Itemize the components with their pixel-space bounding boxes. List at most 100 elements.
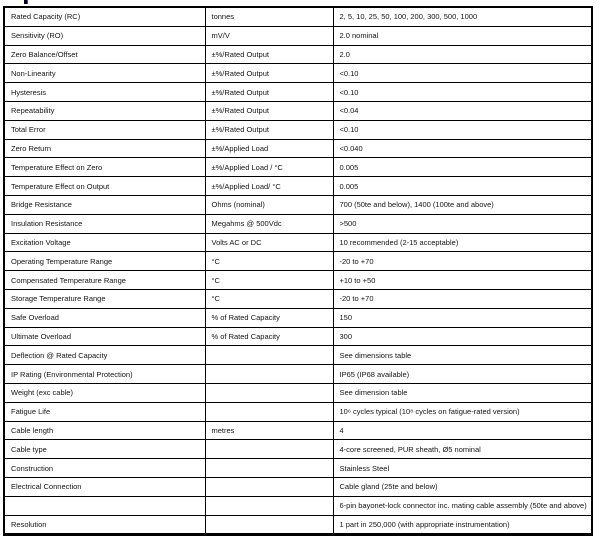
table-row: Total Error ±%/Rated Output <0.10	[3, 119, 593, 140]
value-cell: -20 to +70	[332, 288, 593, 309]
unit-cell	[204, 476, 334, 497]
unit-cell: metres	[204, 420, 334, 441]
table-row: Ultimate Overload % of Rated Capacity 30…	[3, 326, 593, 347]
value-cell: <0.040	[332, 138, 593, 159]
table-row: Fatigue Life 10⁶ cycles typical (10⁸ cyc…	[3, 401, 593, 422]
unit-cell	[204, 382, 334, 403]
unit-cell: °C	[204, 270, 334, 290]
value-cell: 700 (50te and below), 1400 (100te and ab…	[332, 194, 593, 215]
unit-cell	[204, 458, 334, 478]
value-cell: 2.0	[332, 44, 593, 65]
value-cell: 10⁶ cycles typical (10⁸ cycles on fatigu…	[332, 401, 593, 422]
parameter-cell: Resolution	[3, 514, 206, 536]
parameter-cell: Sensitivity (RO)	[3, 25, 206, 46]
parameter-cell: Excitation Voltage	[3, 232, 206, 253]
parameter-cell: Weight (exc cable)	[3, 382, 206, 403]
value-cell: 2.0 nominal	[332, 25, 593, 46]
value-cell: Stainless Steel	[332, 458, 593, 478]
value-cell: 4	[332, 420, 593, 441]
parameter-cell: Storage Temperature Range	[3, 288, 206, 309]
spec-table-container: Rated Capacity (RC) tonnes 2, 5, 10, 25,…	[3, 6, 593, 536]
table-row: Non-Linearity ±%/Rated Output <0.10	[3, 63, 593, 84]
table-row: Cable type 4-core screened, PUR sheath, …	[3, 439, 593, 460]
table-row: Compensated Temperature Range °C +10 to …	[3, 270, 593, 290]
unit-cell: Volts AC or DC	[204, 232, 334, 253]
value-cell: 6-pin bayonet-lock connector inc. mating…	[332, 495, 593, 516]
table-row: Zero Return ±%/Applied Load <0.040	[3, 138, 593, 159]
value-cell: <0.10	[332, 82, 593, 102]
table-row: Operating Temperature Range °C -20 to +7…	[3, 251, 593, 272]
value-cell: 300	[332, 326, 593, 347]
unit-cell: % of Rated Capacity	[204, 326, 334, 347]
value-cell: Cable gland (25te and below)	[332, 476, 593, 497]
parameter-cell: Fatigue Life	[3, 401, 206, 422]
value-cell: See dimension table	[332, 382, 593, 403]
parameter-cell: IP Rating (Environmental Protection)	[3, 364, 206, 384]
parameter-cell: Safe Overload	[3, 307, 206, 328]
parameter-cell: Ultimate Overload	[3, 326, 206, 347]
parameter-cell: Temperature Effect on Output	[3, 176, 206, 196]
value-cell: >500	[332, 213, 593, 234]
table-row: Electrical Connection Cable gland (25te …	[3, 476, 593, 497]
table-row: Insulation Resistance Megahms @ 500Vdc >…	[3, 213, 593, 234]
table-row: Resolution 1 part in 250,000 (with appro…	[3, 514, 593, 536]
table-row: Construction Stainless Steel	[3, 458, 593, 478]
parameter-cell: Zero Return	[3, 138, 206, 159]
table-row: Repeatability ±%/Rated Output <0.04	[3, 100, 593, 121]
unit-cell	[204, 345, 334, 366]
parameter-cell: Electrical Connection	[3, 476, 206, 497]
table-row: Cable length metres 4	[3, 420, 593, 441]
table-row: Bridge Resistance Ohms (nominal) 700 (50…	[3, 194, 593, 215]
value-cell: 0.005	[332, 157, 593, 178]
unit-cell	[204, 401, 334, 422]
parameter-cell: Non-Linearity	[3, 63, 206, 84]
value-cell: 4-core screened, PUR sheath, Ø5 nominal	[332, 439, 593, 460]
value-cell: 0.005	[332, 176, 593, 196]
unit-cell: °C	[204, 251, 334, 272]
parameter-cell: Cable length	[3, 420, 206, 441]
table-row: Zero Balance/Offset ±%/Rated Output 2.0	[3, 44, 593, 65]
table-row: Temperature Effect on Output ±%/Applied …	[3, 176, 593, 196]
table-row: 6-pin bayonet-lock connector inc. mating…	[3, 495, 593, 516]
unit-cell	[204, 495, 334, 516]
unit-cell: tonnes	[204, 6, 334, 27]
table-row: Weight (exc cable) See dimension table	[3, 382, 593, 403]
value-cell: See dimensions table	[332, 345, 593, 366]
value-cell: IP65 (IP68 available)	[332, 364, 593, 384]
table-row: Rated Capacity (RC) tonnes 2, 5, 10, 25,…	[3, 6, 593, 27]
unit-cell: ±%/Rated Output	[204, 119, 334, 140]
parameter-cell: Hysteresis	[3, 82, 206, 102]
table-row: Temperature Effect on Zero ±%/Applied Lo…	[3, 157, 593, 178]
table-row: Sensitivity (RO) mV/V 2.0 nominal	[3, 25, 593, 46]
unit-cell: Megahms @ 500Vdc	[204, 213, 334, 234]
table-row: Storage Temperature Range °C -20 to +70	[3, 288, 593, 309]
value-cell: 2, 5, 10, 25, 50, 100, 200, 300, 500, 10…	[332, 6, 593, 27]
unit-cell: % of Rated Capacity	[204, 307, 334, 328]
unit-cell: °C	[204, 288, 334, 309]
parameter-cell	[3, 495, 206, 516]
unit-cell: ±%/Rated Output	[204, 63, 334, 84]
table-row: Excitation Voltage Volts AC or DC 10 rec…	[3, 232, 593, 253]
value-cell: 150	[332, 307, 593, 328]
parameter-cell: Compensated Temperature Range	[3, 270, 206, 290]
parameter-cell: Cable type	[3, 439, 206, 460]
parameter-cell: Operating Temperature Range	[3, 251, 206, 272]
value-cell: <0.10	[332, 63, 593, 84]
value-cell: <0.10	[332, 119, 593, 140]
parameter-cell: Zero Balance/Offset	[3, 44, 206, 65]
parameter-cell: Rated Capacity (RC)	[3, 6, 206, 27]
value-cell: 10 recommended (2-15 acceptable)	[332, 232, 593, 253]
table-row: Deflection @ Rated Capacity See dimensio…	[3, 345, 593, 366]
parameter-cell: Bridge Resistance	[3, 194, 206, 215]
parameter-cell: Insulation Resistance	[3, 213, 206, 234]
table-row: Hysteresis ±%/Rated Output <0.10	[3, 82, 593, 102]
spec-table-body: Rated Capacity (RC) tonnes 2, 5, 10, 25,…	[3, 6, 593, 536]
unit-cell: ±%/Rated Output	[204, 82, 334, 102]
value-cell: <0.04	[332, 100, 593, 121]
spec-sheet-page: { "page": { "background": "#ffffff", "bo…	[3, 0, 593, 536]
spec-table: Rated Capacity (RC) tonnes 2, 5, 10, 25,…	[3, 6, 593, 536]
parameter-cell: Construction	[3, 458, 206, 478]
parameter-cell: Temperature Effect on Zero	[3, 157, 206, 178]
unit-cell	[204, 364, 334, 384]
cropped-title-text-fragment	[24, 0, 28, 4]
